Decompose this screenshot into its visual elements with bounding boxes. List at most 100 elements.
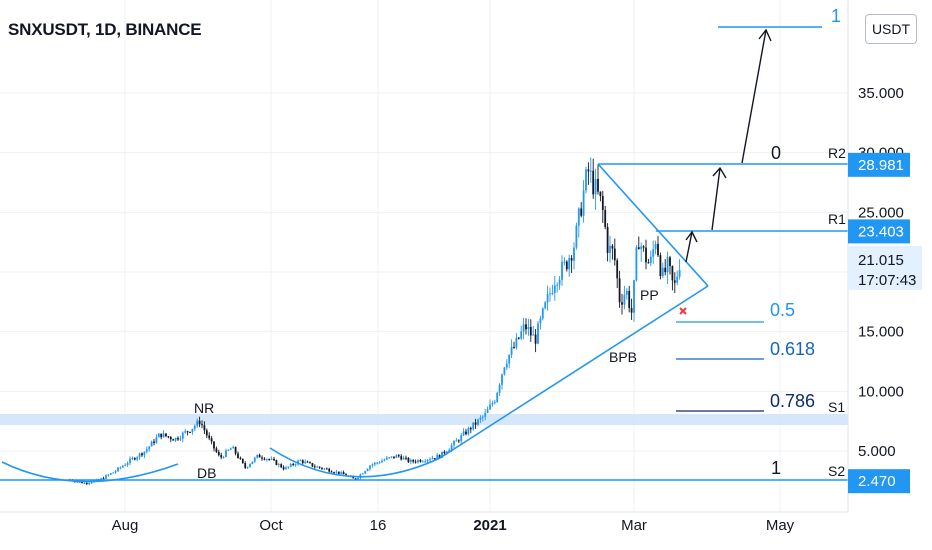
candle-body <box>597 178 599 192</box>
candle-body <box>100 478 103 480</box>
candle-body <box>246 466 249 468</box>
rounding-bottom-1 <box>1 461 179 483</box>
candle-body <box>371 464 374 466</box>
y-tick-label: 10.000 <box>858 383 904 400</box>
price-tag-label: 23.403 <box>858 223 904 240</box>
candle-body <box>647 262 650 264</box>
candle-body <box>124 464 127 466</box>
candle-body <box>637 247 640 250</box>
candle-body <box>532 334 535 336</box>
candle-body <box>678 269 681 277</box>
candle-body <box>657 243 659 256</box>
candle-body <box>373 462 376 465</box>
candle-body <box>664 267 667 273</box>
candle-body <box>549 293 551 295</box>
candle-body <box>645 247 647 263</box>
candle-body <box>141 453 143 456</box>
price-tag <box>848 469 910 494</box>
candle-body <box>469 427 472 430</box>
candle-body <box>606 227 609 253</box>
level-label-r1: R1 <box>828 211 846 227</box>
candle-body <box>177 437 179 440</box>
candle-body <box>160 433 163 438</box>
candle-body <box>445 451 448 454</box>
candle-body <box>352 476 355 479</box>
candle-body <box>556 284 559 286</box>
candle-body <box>265 459 268 461</box>
candle-body <box>321 467 323 469</box>
candle-body <box>275 460 278 465</box>
countdown-label: 17:07:43 <box>858 272 916 289</box>
candle-body <box>117 467 119 472</box>
candle-body <box>222 456 225 458</box>
candle-body <box>568 258 571 270</box>
candle-body <box>133 457 136 460</box>
candle-body <box>520 331 523 339</box>
candle-body <box>121 465 124 468</box>
candle-body <box>306 461 309 463</box>
candle-body <box>241 458 244 464</box>
candle-body <box>90 482 93 484</box>
candle-body <box>666 257 669 273</box>
candle-body <box>232 447 235 449</box>
candle-body <box>210 438 213 442</box>
fib-label: 0.5 <box>770 300 795 320</box>
candle-body <box>369 465 371 469</box>
candle-body <box>229 448 232 450</box>
candle-body <box>304 461 307 464</box>
candle-body <box>244 463 247 468</box>
price-tag-label: 2.470 <box>858 473 896 490</box>
candle-body <box>513 346 515 348</box>
candle-body <box>162 433 165 438</box>
last-price-tag <box>848 245 922 290</box>
candle-body <box>429 459 431 461</box>
pennant-top <box>597 163 709 287</box>
candle-body <box>366 468 369 472</box>
candle-body <box>270 458 273 460</box>
candle-body <box>604 210 607 228</box>
candle-body <box>251 461 254 465</box>
candle-body <box>172 439 175 441</box>
candle-body <box>112 472 115 474</box>
candle-body <box>294 464 297 466</box>
candle-body <box>527 326 530 330</box>
candle-body <box>493 401 496 404</box>
candle-body <box>412 460 415 462</box>
candle-body <box>594 178 597 195</box>
time-axis[interactable]: Aug Oct 16 2021 Mar May <box>0 511 932 550</box>
candle-body <box>196 420 199 426</box>
candle-body <box>517 337 520 339</box>
candle-body <box>165 433 167 437</box>
candle-body <box>421 461 424 463</box>
candle-body <box>633 280 635 313</box>
candle-body <box>385 457 388 460</box>
price-tag <box>848 219 910 244</box>
candle-body <box>395 455 398 458</box>
candle-body <box>436 454 439 459</box>
candle-body <box>337 471 340 474</box>
candle-body <box>601 195 604 211</box>
currency-button[interactable]: USDT <box>865 14 917 44</box>
candle-body <box>381 460 383 463</box>
candle-body <box>450 445 453 450</box>
cross-marker <box>679 307 687 315</box>
fib-label: 0.618 <box>770 339 815 359</box>
candle-body <box>460 435 463 442</box>
candle-body <box>189 431 191 433</box>
candle-body <box>448 449 451 452</box>
price-tag <box>848 152 910 177</box>
ascending-trendline <box>439 285 709 459</box>
candle-body <box>345 474 347 476</box>
level-label-r2: R2 <box>828 145 846 161</box>
candle-body <box>383 459 386 461</box>
candle-body <box>277 464 280 466</box>
candle-body <box>280 464 283 468</box>
y-tick-label: 15.000 <box>858 324 904 341</box>
candle-body <box>453 441 455 446</box>
candle-body <box>611 245 614 249</box>
candle-body <box>649 256 652 264</box>
price-axis[interactable]: 35.00030.00025.00020.00015.00010.0005.00… <box>847 0 932 512</box>
candle-body <box>131 457 134 459</box>
candle-body <box>589 170 592 172</box>
